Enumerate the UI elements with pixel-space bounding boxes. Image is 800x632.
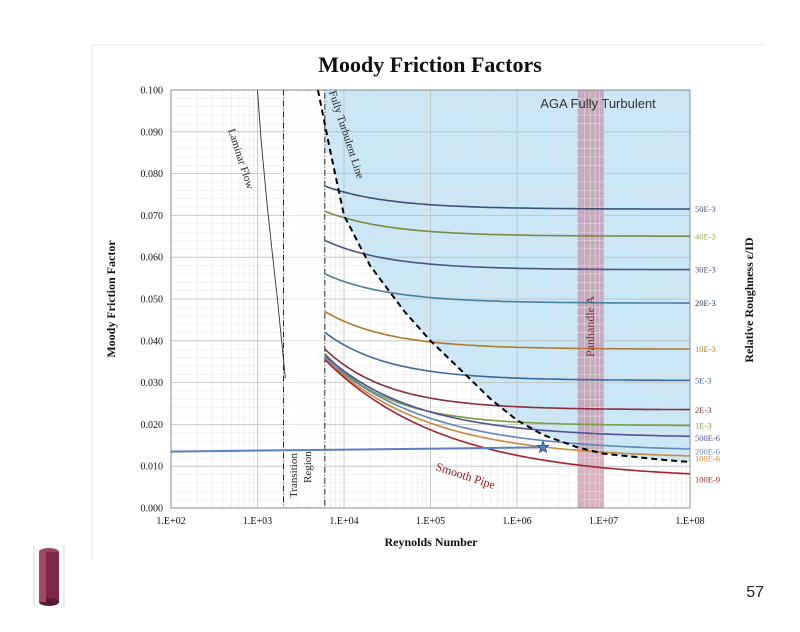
y-tick-label: 0.060 <box>141 253 164 264</box>
y-tick-label: 0.010 <box>141 462 164 473</box>
roughness-label-1e-3: 1E-3 <box>695 421 712 431</box>
roughness-label-30e-3: 30E-3 <box>695 265 716 275</box>
roughness-curve-500e-6 <box>324 354 690 438</box>
x-tick-label: 1.E+02 <box>156 516 185 527</box>
y-axis-label: Moody Friction Factor <box>104 240 118 358</box>
smooth-pipe-label: Smooth Pipe <box>434 460 497 492</box>
roughness-curve-50e-3 <box>324 185 690 210</box>
x-tick-label: 1.E+03 <box>243 516 272 527</box>
transition-label-2: Region <box>302 451 314 483</box>
roughness-label-10e-3: 10E-3 <box>695 344 716 354</box>
right-axis-label: Relative Roughness ε/ID <box>742 237 756 362</box>
roughness-label-20e-3: 20E-3 <box>695 298 716 308</box>
roughness-curve-200e-6 <box>324 356 690 450</box>
roughness-curve-5e-3 <box>324 331 690 382</box>
pipe-logo-icon <box>33 546 65 606</box>
page-number: 57 <box>746 584 764 601</box>
roughness-curve-30e-3 <box>324 239 690 271</box>
roughness-label-40e-3: 40E-3 <box>695 231 716 241</box>
roughness-curve-2e-3 <box>324 348 690 411</box>
transition-label-1: Transition <box>288 453 300 498</box>
y-tick-label: 0.020 <box>141 420 164 431</box>
operating-point-marker <box>536 440 550 454</box>
roughness-label-100e-6: 100E-6 <box>695 454 720 464</box>
x-tick-label: 1.E+07 <box>589 516 618 527</box>
panhandle-label: Panhandle A <box>583 296 597 357</box>
y-tick-label: 0.090 <box>141 127 164 138</box>
roughness-label-50e-3: 50E-3 <box>695 204 716 214</box>
roughness-curve-40e-3 <box>324 210 690 237</box>
laminar-curve <box>257 90 286 379</box>
y-tick-label: 0.000 <box>141 504 164 515</box>
roughness-label-5e-3: 5E-3 <box>695 376 712 386</box>
roughness-curve-100e-6 <box>324 357 690 457</box>
roughness-label-500e-6: 500E-6 <box>695 433 720 443</box>
turbulent-region-label: AGA Fully Turbulent <box>540 96 656 111</box>
transition-region-box <box>283 90 326 508</box>
highlight-line <box>171 446 544 453</box>
y-tick-label: 0.080 <box>141 169 164 180</box>
roughness-curve-20e-3 <box>324 273 690 304</box>
laminar-flow-label: Laminar Flow <box>225 127 256 190</box>
x-tick-label: 1.E+04 <box>329 516 358 527</box>
roughness-curve-1e-3 <box>324 352 690 427</box>
roughness-curve-100e-9 <box>324 359 690 475</box>
fully-turbulent-line <box>316 90 690 464</box>
x-tick-label: 1.E+05 <box>416 516 445 527</box>
y-tick-label: 0.100 <box>141 86 164 97</box>
x-tick-label: 1.E+08 <box>675 516 704 527</box>
roughness-label-200e-6: 200E-6 <box>695 447 720 457</box>
x-tick-label: 1.E+06 <box>502 516 531 527</box>
chart-title: Moody Friction Factors <box>318 52 542 77</box>
y-tick-label: 0.030 <box>141 378 164 389</box>
x-axis-label: Reynolds Number <box>384 535 478 549</box>
roughness-label-2e-3: 2E-3 <box>695 405 712 415</box>
roughness-label-100e-9: 100E-9 <box>695 475 720 485</box>
roughness-curve-10e-3 <box>324 310 690 350</box>
y-tick-label: 0.040 <box>141 336 164 347</box>
y-tick-label: 0.070 <box>141 211 164 222</box>
plot-frame <box>170 89 691 509</box>
y-tick-label: 0.050 <box>141 295 164 306</box>
